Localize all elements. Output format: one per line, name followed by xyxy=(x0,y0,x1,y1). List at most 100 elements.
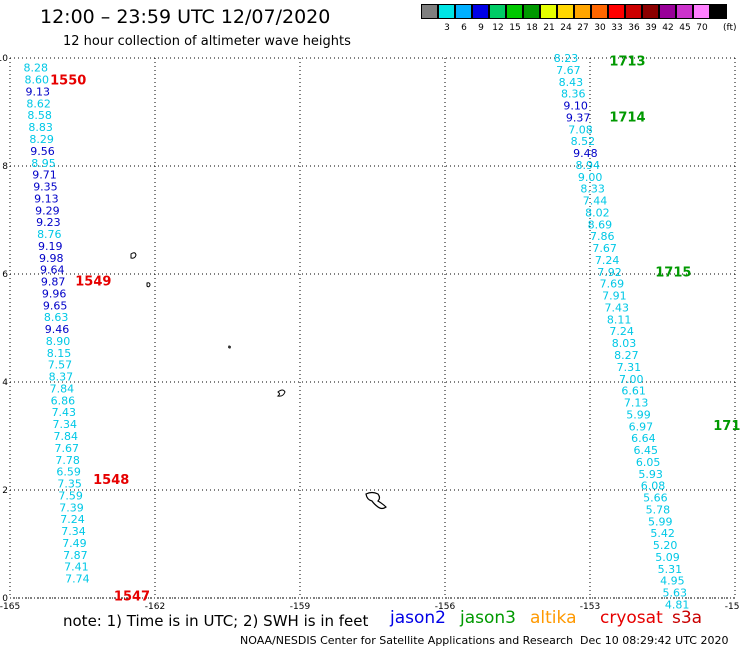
wave-height-value: 7.43 xyxy=(605,301,630,314)
island-outline xyxy=(365,491,387,510)
wave-height-value: 9.29 xyxy=(35,204,60,217)
wave-height-value: 9.87 xyxy=(41,276,66,289)
wave-height-value: 7.69 xyxy=(600,278,625,291)
wave-height-value: 7.78 xyxy=(55,454,80,467)
wave-height-value: 5.20 xyxy=(653,539,678,552)
wave-height-value: 7.49 xyxy=(62,537,86,550)
wave-height-value: 7.24 xyxy=(609,325,634,338)
wave-height-value: 7.67 xyxy=(556,64,581,77)
wave-height-value: 8.76 xyxy=(37,228,62,241)
wave-height-value: 9.46 xyxy=(45,323,70,336)
wave-height-value: 8.69 xyxy=(588,218,613,231)
legend-label: 33 xyxy=(611,23,623,33)
wave-height-value: 8.23 xyxy=(554,52,579,65)
wave-height-value: 5.99 xyxy=(648,515,673,528)
wave-height-value: 7.92 xyxy=(597,266,622,279)
lon-tick-label: -162 xyxy=(145,602,165,612)
lon-tick-label: -150 xyxy=(725,602,740,612)
wave-height-value: 9.19 xyxy=(38,240,63,253)
wave-height-value: 9.10 xyxy=(563,100,588,113)
wave-height-value: 9.37 xyxy=(566,111,591,124)
wave-height-value: 8.58 xyxy=(27,109,52,122)
wave-height-value: 7.43 xyxy=(52,406,77,419)
wave-height-value: 5.93 xyxy=(638,468,663,481)
map-title: 12:00 – 23:59 UTC 12/07/2020 xyxy=(40,6,331,28)
island-outline xyxy=(130,252,137,259)
legend-swatch xyxy=(472,4,489,19)
island-outline xyxy=(276,389,286,397)
wave-height-value: 8.15 xyxy=(47,347,72,360)
wave-height-value: 4.81 xyxy=(665,598,690,611)
legend-unit: (ft) xyxy=(723,23,737,33)
wave-height-value: 8.37 xyxy=(49,371,74,384)
wave-height-value: 8.02 xyxy=(585,206,610,219)
map-grid xyxy=(9,57,736,599)
wave-height-value: 9.64 xyxy=(40,264,65,277)
wave-height-value: 7.74 xyxy=(65,573,90,586)
wave-height-value: 7.24 xyxy=(595,254,620,267)
footer-note: note: 1) Time is in UTC; 2) SWH is in fe… xyxy=(63,612,369,630)
legend-swatch xyxy=(642,4,659,19)
wave-height-value: 8.27 xyxy=(614,349,639,362)
wave-height-value: 6.61 xyxy=(621,385,646,398)
lat-tick-label: 6 xyxy=(2,270,8,280)
pass-time-label: 1549 xyxy=(75,274,111,289)
legend-label: 18 xyxy=(526,23,538,33)
wave-height-value: 9.56 xyxy=(30,145,55,158)
legend-label: 42 xyxy=(662,23,674,33)
wave-height-value: 7.44 xyxy=(583,195,608,208)
wave-height-value: 9.13 xyxy=(34,192,59,205)
wave-height-value: 8.28 xyxy=(24,62,49,75)
wave-height-value: 8.11 xyxy=(607,313,632,326)
wave-height-value: 8.03 xyxy=(612,337,637,350)
lon-tick-label: -165 xyxy=(0,602,20,612)
legend-label: 39 xyxy=(645,23,657,33)
lon-tick-label: -156 xyxy=(435,602,456,612)
wave-height-value: 9.00 xyxy=(578,171,603,184)
pass-time-label: 1714 xyxy=(609,110,645,125)
wave-height-value: 9.65 xyxy=(43,299,68,312)
wave-height-value: 8.33 xyxy=(580,183,605,196)
satellite-label-s3a: s3a xyxy=(672,608,703,628)
wave-height-value: 6.97 xyxy=(629,420,654,433)
satellite-label-jason2: jason2 xyxy=(390,608,446,628)
island-outline xyxy=(228,345,231,349)
legend-label: 9 xyxy=(478,23,484,33)
legend-swatch xyxy=(693,4,710,19)
pass-time-label: 1716 xyxy=(713,419,740,434)
wave-height-value: 7.24 xyxy=(60,513,84,526)
legend-swatch xyxy=(659,4,676,19)
wave-height-value: 5.66 xyxy=(643,492,668,505)
legend-swatch xyxy=(608,4,625,19)
legend-swatch xyxy=(574,4,591,19)
wave-height-value: 5.78 xyxy=(646,503,671,516)
wave-height-value: 8.36 xyxy=(561,88,586,101)
legend-label: 27 xyxy=(577,23,589,33)
legend-label: 12 xyxy=(492,23,504,33)
wave-height-value: 5.31 xyxy=(658,563,683,576)
satellite-label-altika: altika xyxy=(530,608,577,628)
legend-swatch xyxy=(455,4,472,19)
wave-height-value: 4.95 xyxy=(660,575,685,588)
wave-height-value: 7.67 xyxy=(54,442,79,455)
islands xyxy=(130,252,387,510)
wave-height-value: 8.52 xyxy=(571,135,596,148)
wave-height-value: 7.00 xyxy=(619,373,644,386)
wave-height-value: 6.59 xyxy=(56,466,81,479)
lat-tick-label: 10 xyxy=(0,54,8,64)
wave-height-value: 7.59 xyxy=(58,489,82,502)
legend-swatch xyxy=(591,4,608,19)
wave-height-value: 8.60 xyxy=(25,74,50,87)
wave-height-value: 6.86 xyxy=(51,394,76,407)
altimeter-track-east: 8.237.678.438.369.109.377.088.529.488.94… xyxy=(554,52,740,611)
legend-swatch xyxy=(421,4,438,19)
lon-tick-label: -153 xyxy=(580,602,600,612)
wave-height-value: 8.83 xyxy=(28,121,53,134)
wave-height-value: 8.94 xyxy=(576,159,601,172)
legend-label: 36 xyxy=(628,23,640,33)
wave-height-value: 7.67 xyxy=(592,242,617,255)
legend-label: 21 xyxy=(543,23,555,33)
credit-line: NOAA/NESDIS Center for Satellite Applica… xyxy=(240,634,574,647)
pass-time-label: 1713 xyxy=(609,55,645,70)
wave-height-value: 7.41 xyxy=(64,561,89,574)
